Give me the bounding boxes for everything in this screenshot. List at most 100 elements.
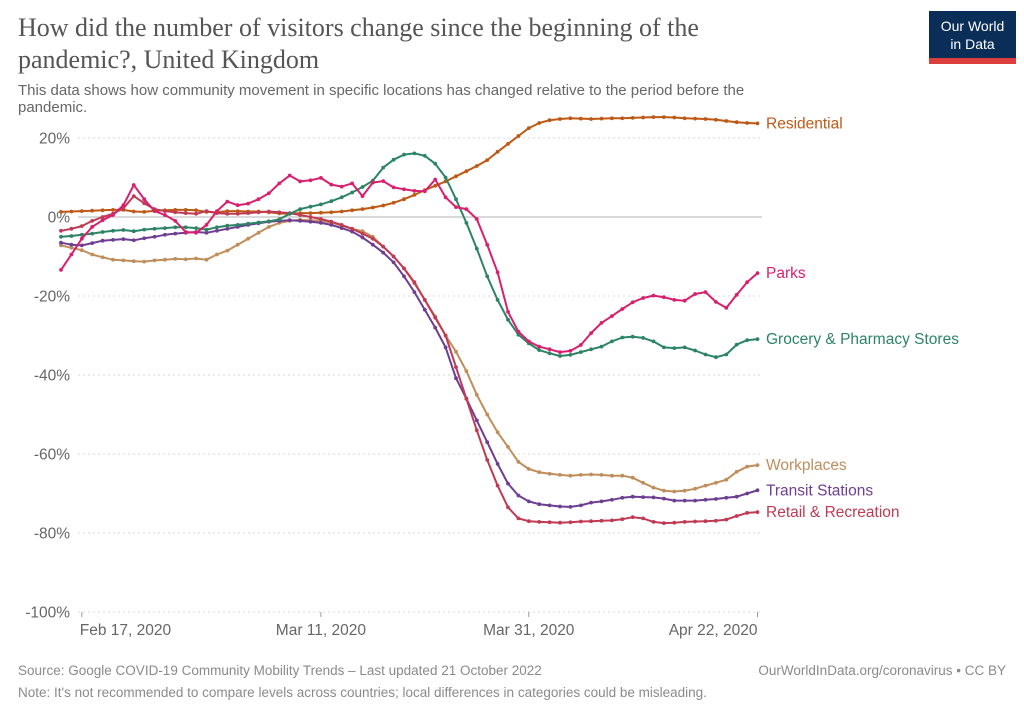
data-point-retail-recreation [714,518,718,523]
data-point-retail-recreation [506,505,510,510]
data-point-grocery-pharmacy [360,185,365,189]
data-point-retail-recreation [526,519,531,524]
data-point-residential [194,208,199,213]
data-point-residential [402,197,406,202]
data-point-retail-recreation [589,519,593,524]
series-label-grocery-pharmacy[interactable]: Grocery & Pharmacy Stores [766,331,959,348]
data-point-grocery-pharmacy [235,223,240,227]
owid-cc-link[interactable]: OurWorldInData.org/coronavirus • CC BY [758,663,1006,678]
data-point-transit-stations [578,503,583,508]
data-point-workplaces [464,369,469,373]
data-point-transit-stations [142,236,147,241]
data-point-retail-recreation [724,517,729,522]
owid-logo[interactable]: Our World in Data [929,11,1016,64]
series-line-grocery-pharmacy[interactable] [60,152,759,359]
data-point-grocery-pharmacy [111,228,115,233]
data-point-transit-stations [173,231,178,236]
data-point-parks [703,290,708,294]
data-point-workplaces [682,488,687,493]
data-point-workplaces [474,392,479,397]
data-point-transit-stations [225,226,230,231]
data-point-residential [495,149,500,154]
data-point-grocery-pharmacy [100,230,105,234]
data-point-transit-stations [298,219,302,223]
series-residential[interactable]: Residential [59,115,843,216]
series-label-residential[interactable]: Residential [766,115,843,132]
data-point-grocery-pharmacy [183,225,188,230]
data-point-transit-stations [131,238,136,243]
data-point-parks [152,209,157,214]
data-point-residential [474,164,479,168]
data-point-parks [641,296,645,300]
data-point-residential [703,117,708,121]
data-point-residential [651,115,656,119]
data-point-parks [329,182,334,187]
data-point-retail-recreation [100,215,105,219]
page-title-line2: pandemic?, United Kingdom [18,45,320,74]
data-point-parks [111,213,115,217]
data-point-transit-stations [339,226,344,231]
y-axis-label: -80% [34,526,70,543]
data-point-retail-recreation [246,211,251,216]
series-grocery-pharmacy[interactable]: Grocery & Pharmacy Stores [59,151,959,360]
data-point-retail-recreation [412,280,417,285]
data-point-transit-stations [370,242,375,247]
data-point-parks [568,349,573,353]
series-line-transit-stations[interactable] [60,219,759,508]
data-point-transit-stations [703,497,708,502]
data-point-workplaces [693,486,697,491]
series-retail-recreation[interactable]: Retail & Recreation [59,194,900,525]
data-point-parks [319,176,323,180]
data-point-grocery-pharmacy [277,217,282,222]
data-point-workplaces [755,463,760,467]
data-point-retail-recreation [693,519,697,524]
data-point-workplaces [69,245,74,250]
y-axis-label: -40% [34,368,70,385]
data-point-residential [485,158,490,163]
data-point-parks [360,194,365,199]
series-label-transit-stations[interactable]: Transit Stations [766,482,873,499]
data-point-grocery-pharmacy [267,219,271,224]
data-point-retail-recreation [79,224,84,229]
data-point-grocery-pharmacy [298,207,302,212]
data-point-workplaces [745,464,749,469]
data-point-workplaces [121,258,126,263]
data-point-workplaces [235,242,240,247]
data-point-parks [526,339,531,344]
series-line-parks[interactable] [60,174,759,354]
data-point-grocery-pharmacy [537,348,542,352]
series-label-parks[interactable]: Parks [766,265,806,282]
data-point-parks [693,292,697,296]
series-line-residential[interactable] [60,116,759,215]
data-point-retail-recreation [558,520,562,525]
data-point-grocery-pharmacy [547,351,552,356]
data-point-workplaces [485,412,490,417]
data-point-retail-recreation [329,219,334,224]
data-point-residential [714,117,718,122]
data-point-parks [183,230,188,234]
data-point-retail-recreation [599,518,604,523]
data-point-residential [568,116,573,121]
owid-logo-line1: Our World [940,18,1005,34]
data-point-residential [100,208,105,213]
data-point-transit-stations [454,376,458,381]
series-parks[interactable]: Parks [59,173,806,354]
series-label-workplaces[interactable]: Workplaces [766,457,847,474]
data-point-grocery-pharmacy [443,175,448,180]
data-point-parks [620,307,625,311]
data-point-retail-recreation [131,194,136,199]
series-line-retail-recreation[interactable] [60,195,759,525]
series-label-retail-recreation[interactable]: Retail & Recreation [766,504,900,521]
series-transit-stations[interactable]: Transit Stations [59,218,873,509]
data-point-residential [682,116,687,121]
data-point-transit-stations [474,418,479,423]
data-point-grocery-pharmacy [474,246,479,251]
owid-logo-line2: in Data [950,36,995,52]
data-point-residential [516,134,521,138]
data-point-transit-stations [568,505,573,509]
data-point-parks [142,197,147,202]
data-point-parks [225,199,230,204]
data-point-workplaces [90,252,95,257]
data-point-grocery-pharmacy [319,202,323,207]
